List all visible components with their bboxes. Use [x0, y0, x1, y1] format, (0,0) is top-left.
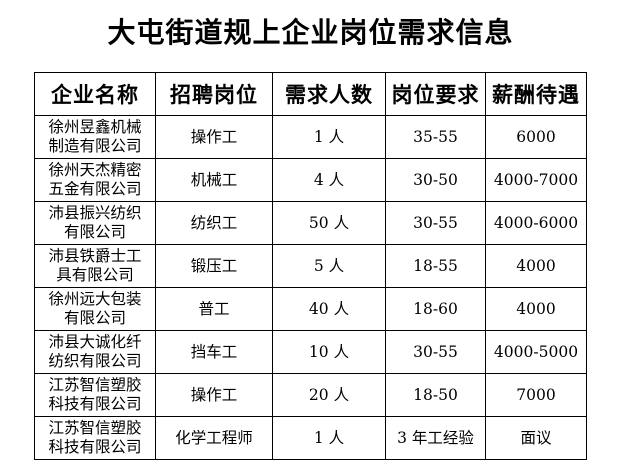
- cell-position: 挡车工: [155, 330, 273, 374]
- cell-headcount: 50 人: [272, 201, 386, 245]
- cell-company-name: 徐州远大包装 有限公司: [34, 287, 156, 331]
- cell-company-name: 江苏智信塑胶 科技有限公司: [34, 373, 156, 417]
- table-row: 徐州天杰精密 五金有限公司 机械工 4 人 30-50 4000-7000: [34, 158, 587, 202]
- cell-salary: 4000-6000: [485, 201, 587, 245]
- cell-salary: 7000: [485, 373, 587, 417]
- company-name-line-1: 江苏智信塑胶: [48, 419, 142, 437]
- cell-requirement: 30-55: [385, 330, 486, 374]
- cell-salary: 4000: [485, 287, 587, 331]
- cell-headcount: 5 人: [272, 244, 386, 288]
- company-name-line-2: 五金有限公司: [48, 180, 142, 198]
- cell-position: 锻压工: [155, 244, 273, 288]
- column-header-salary: 薪酬待遇: [485, 72, 587, 116]
- job-demand-table: 企业名称 招聘岗位 需求人数 岗位要求 薪酬待遇 徐州昱鑫机械 制造有限公司 操…: [34, 72, 587, 460]
- cell-headcount: 40 人: [272, 287, 386, 331]
- company-name-line-2: 有限公司: [63, 223, 126, 241]
- cell-company-name: 江苏智信塑胶 科技有限公司: [34, 416, 156, 460]
- cell-company-name: 沛县铁爵士工 具有限公司: [34, 244, 156, 288]
- cell-requirement: 18-55: [385, 244, 486, 288]
- cell-position: 普工: [155, 287, 273, 331]
- cell-headcount: 1 人: [272, 416, 386, 460]
- company-name-line-1: 江苏智信塑胶: [48, 376, 142, 394]
- cell-salary: 4000-7000: [485, 158, 587, 202]
- cell-requirement: 18-60: [385, 287, 486, 331]
- company-name-line-2: 纺织有限公司: [48, 352, 142, 370]
- column-header-position: 招聘岗位: [155, 72, 273, 116]
- cell-headcount: 20 人: [272, 373, 386, 417]
- cell-position: 操作工: [155, 115, 273, 159]
- company-name-line-2: 具有限公司: [56, 266, 134, 284]
- company-name-line-1: 沛县铁爵士工: [48, 247, 142, 265]
- cell-company-name: 徐州天杰精密 五金有限公司: [34, 158, 156, 202]
- company-name-line-1: 徐州远大包装: [48, 290, 142, 308]
- cell-position: 操作工: [155, 373, 273, 417]
- cell-requirement: 30-50: [385, 158, 486, 202]
- cell-requirement: 3 年工经验: [385, 416, 486, 460]
- cell-position: 机械工: [155, 158, 273, 202]
- cell-headcount: 10 人: [272, 330, 386, 374]
- table-row: 江苏智信塑胶 科技有限公司 化学工程师 1 人 3 年工经验 面议: [34, 416, 587, 460]
- page-title: 大屯街道规上企业岗位需求信息: [107, 16, 514, 49]
- cell-company-name: 沛县大诚化纤 纺织有限公司: [34, 330, 156, 374]
- company-name-line-1: 沛县大诚化纤: [48, 333, 142, 351]
- table-header-row: 企业名称 招聘岗位 需求人数 岗位要求 薪酬待遇: [34, 72, 587, 116]
- cell-salary: 6000: [485, 115, 587, 159]
- cell-company-name: 徐州昱鑫机械 制造有限公司: [34, 115, 156, 159]
- company-name-line-2: 有限公司: [63, 309, 126, 327]
- table-row: 沛县大诚化纤 纺织有限公司 挡车工 10 人 30-55 4000-5000: [34, 330, 587, 374]
- company-name-line-2: 科技有限公司: [48, 395, 142, 413]
- cell-position: 纺织工: [155, 201, 273, 245]
- cell-salary: 面议: [485, 416, 587, 460]
- table-row: 江苏智信塑胶 科技有限公司 操作工 20 人 18-50 7000: [34, 373, 587, 417]
- cell-salary: 4000: [485, 244, 587, 288]
- table-row: 沛县振兴纺织 有限公司 纺织工 50 人 30-55 4000-6000: [34, 201, 587, 245]
- cell-headcount: 4 人: [272, 158, 386, 202]
- cell-company-name: 沛县振兴纺织 有限公司: [34, 201, 156, 245]
- cell-position: 化学工程师: [155, 416, 273, 460]
- table-row: 沛县铁爵士工 具有限公司 锻压工 5 人 18-55 4000: [34, 244, 587, 288]
- job-demand-table-container: 企业名称 招聘岗位 需求人数 岗位要求 薪酬待遇 徐州昱鑫机械 制造有限公司 操…: [34, 72, 587, 460]
- company-name-line-1: 沛县振兴纺织: [48, 204, 142, 222]
- cell-requirement: 35-55: [385, 115, 486, 159]
- company-name-line-1: 徐州昱鑫机械: [48, 118, 142, 136]
- table-row: 徐州远大包装 有限公司 普工 40 人 18-60 4000: [34, 287, 587, 331]
- company-name-line-1: 徐州天杰精密: [48, 161, 142, 179]
- company-name-line-2: 制造有限公司: [48, 137, 142, 155]
- cell-requirement: 18-50: [385, 373, 486, 417]
- column-header-company-name: 企业名称: [34, 72, 156, 116]
- cell-salary: 4000-5000: [485, 330, 587, 374]
- company-name-line-2: 科技有限公司: [48, 438, 142, 456]
- column-header-headcount: 需求人数: [272, 72, 386, 116]
- column-header-requirement: 岗位要求: [385, 72, 486, 116]
- table-header: 企业名称 招聘岗位 需求人数 岗位要求 薪酬待遇: [34, 72, 587, 116]
- table-row: 徐州昱鑫机械 制造有限公司 操作工 1 人 35-55 6000: [34, 115, 587, 159]
- table-body: 徐州昱鑫机械 制造有限公司 操作工 1 人 35-55 6000 徐州天杰精密 …: [34, 115, 587, 460]
- cell-requirement: 30-55: [385, 201, 486, 245]
- cell-headcount: 1 人: [272, 115, 386, 159]
